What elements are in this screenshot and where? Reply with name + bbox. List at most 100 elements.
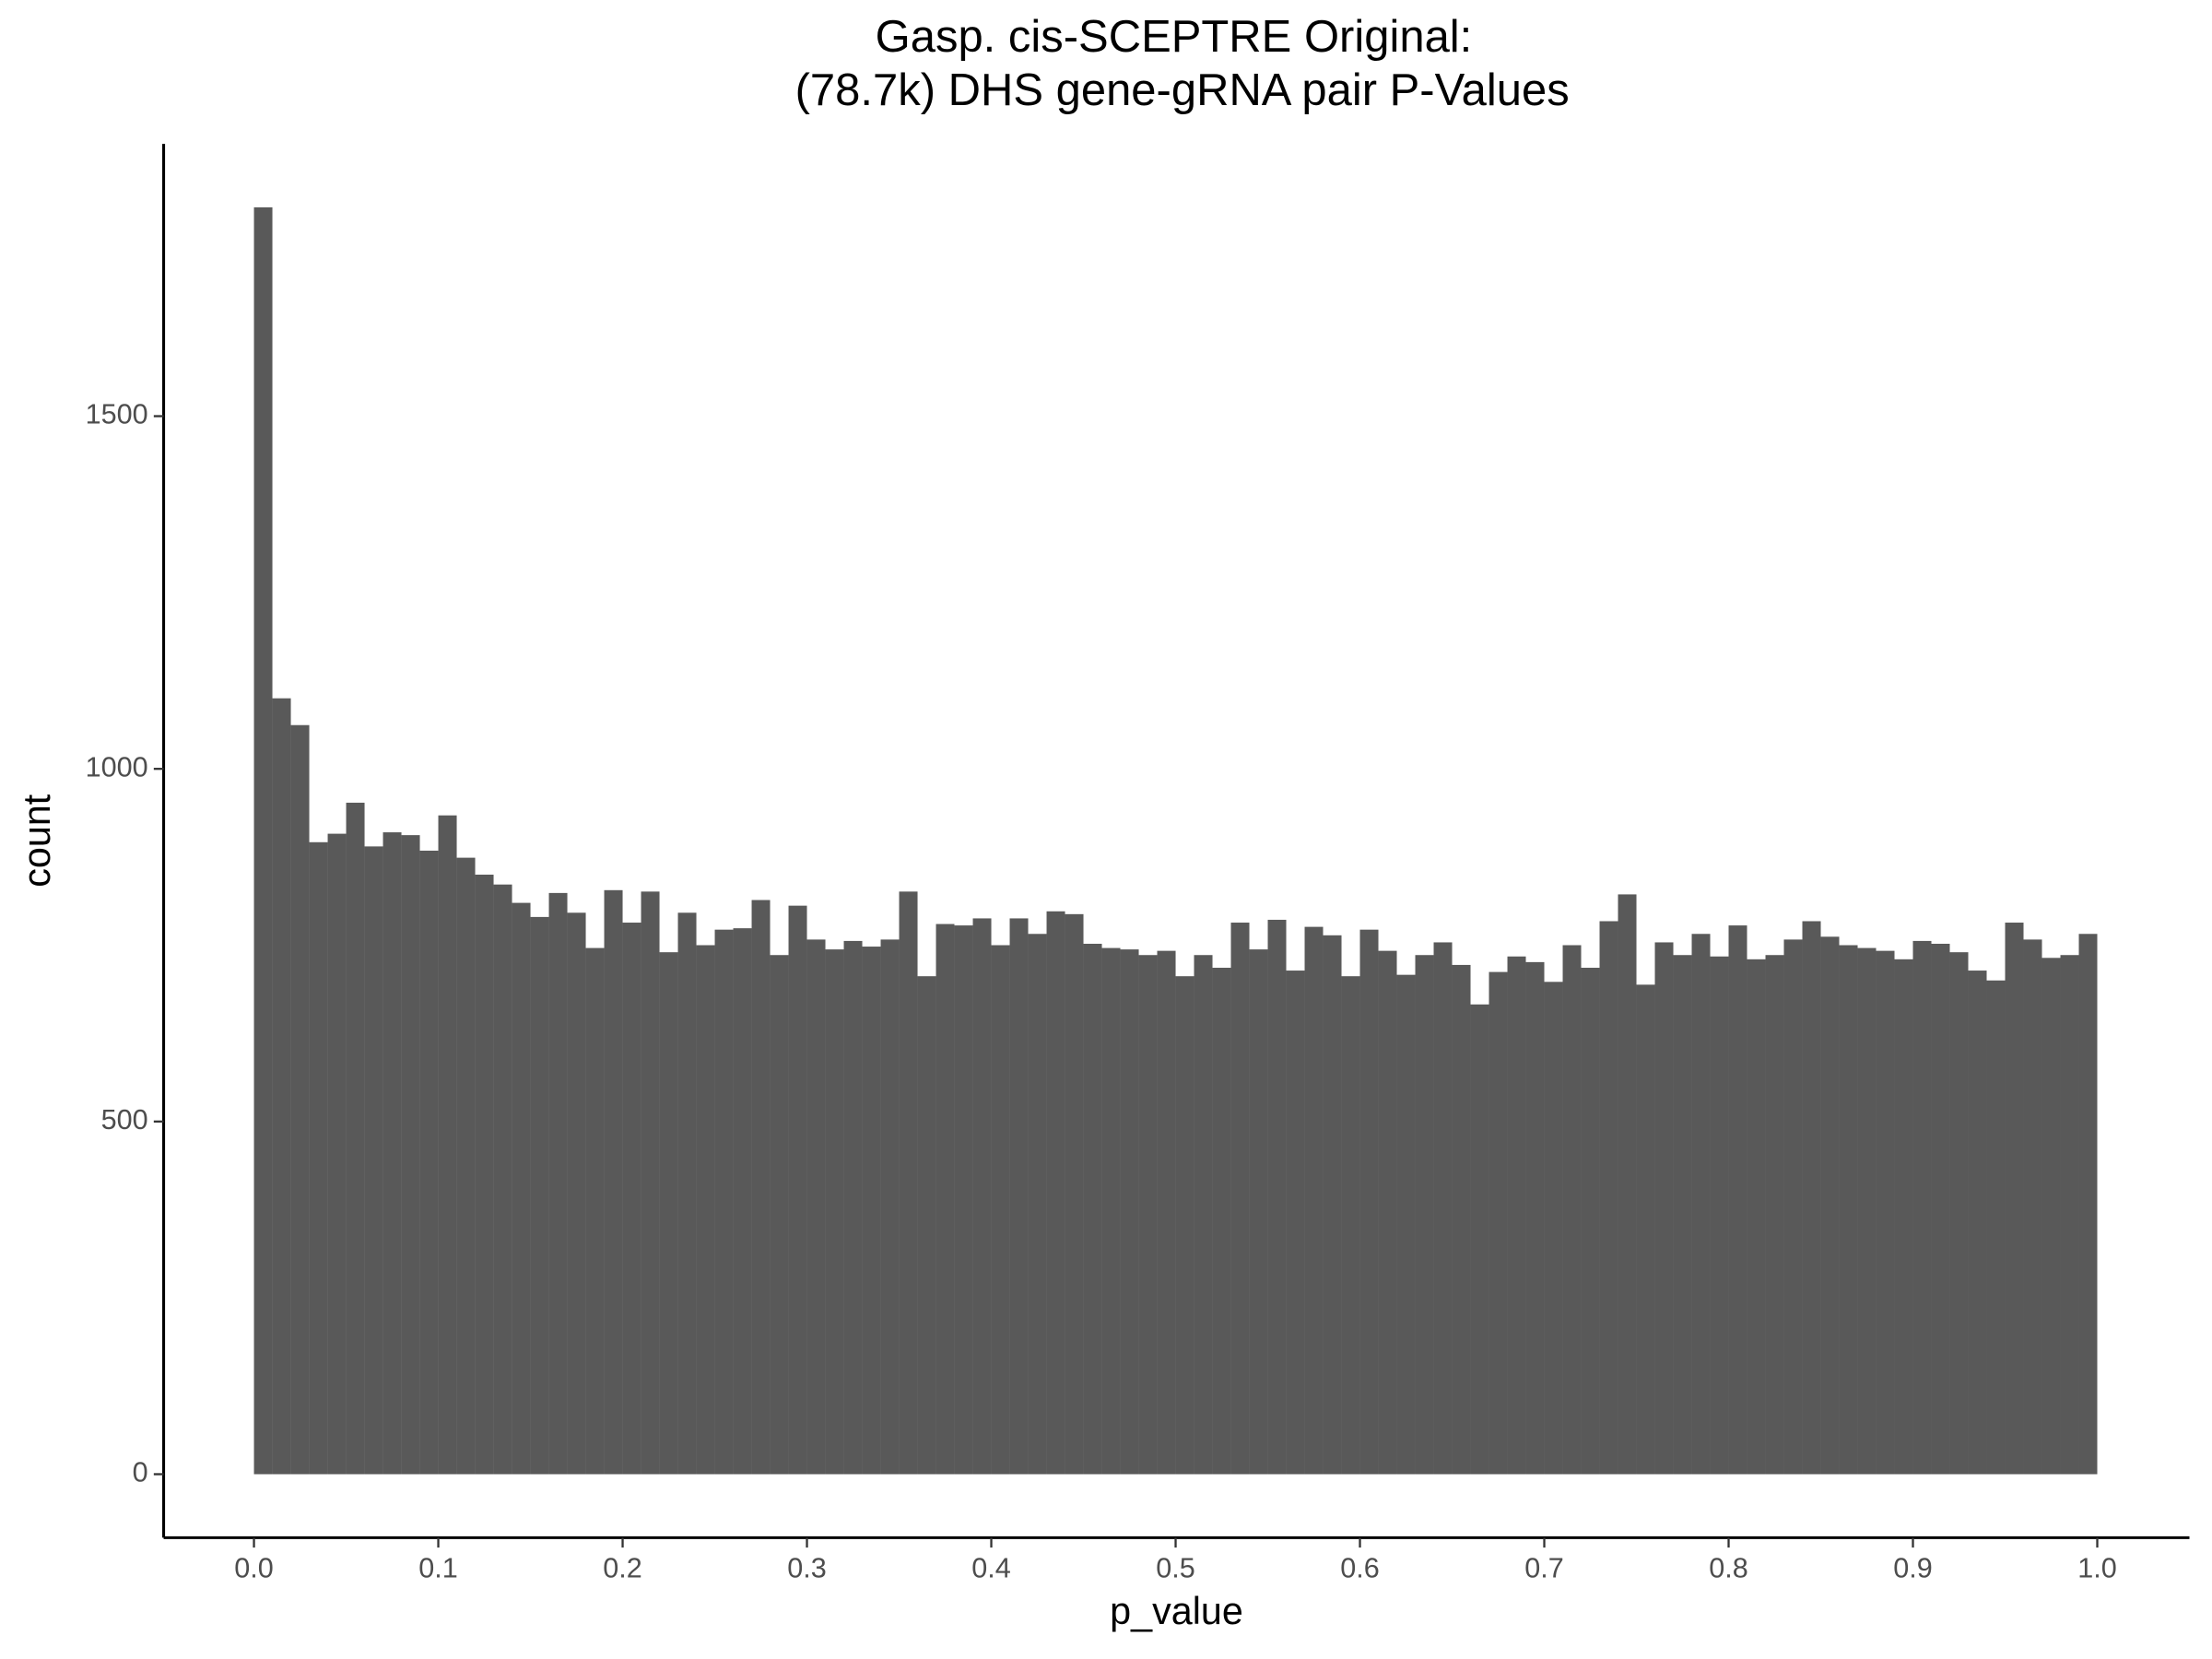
bar — [1009, 918, 1029, 1475]
bar — [714, 929, 734, 1475]
bar — [972, 918, 992, 1475]
bar — [1581, 968, 1600, 1475]
bar — [1212, 968, 1231, 1475]
bar — [1710, 956, 1729, 1475]
bar — [1636, 984, 1655, 1475]
bar — [1267, 919, 1287, 1475]
x-tick-label: 0.6 — [1340, 1553, 1380, 1584]
bar — [1415, 955, 1434, 1475]
bar — [1175, 976, 1194, 1475]
bar — [1341, 976, 1360, 1475]
bar — [1046, 911, 1065, 1475]
bar — [567, 912, 586, 1475]
x-tick-label: 0.1 — [418, 1553, 458, 1584]
bar — [880, 939, 900, 1475]
bar — [1857, 947, 1877, 1475]
bar — [622, 923, 641, 1475]
bar — [1949, 952, 1969, 1475]
bar — [475, 874, 494, 1475]
bar — [1747, 959, 1766, 1475]
x-tick-label: 0.5 — [1156, 1553, 1195, 1584]
bar — [346, 802, 365, 1475]
bar — [1359, 929, 1379, 1475]
bar — [935, 924, 955, 1475]
y-tick-label: 1000 — [86, 751, 148, 782]
bar — [1986, 980, 2006, 1475]
bar — [825, 949, 844, 1475]
bar — [1433, 942, 1453, 1475]
bar — [899, 891, 918, 1475]
bar — [1396, 974, 1416, 1475]
bar — [1562, 945, 1582, 1475]
x-tick-label: 0.4 — [971, 1553, 1011, 1584]
y-axis-title: count — [16, 794, 58, 888]
bar — [382, 832, 402, 1475]
bar — [770, 955, 789, 1475]
bar — [843, 940, 863, 1475]
bar — [530, 916, 549, 1475]
bar — [991, 945, 1010, 1475]
x-tick-label: 0.0 — [234, 1553, 274, 1584]
bar — [659, 952, 678, 1475]
bar — [1673, 955, 1692, 1475]
bar — [1728, 925, 1747, 1475]
chart-title: Gasp. cis-SCEPTRE Original: — [876, 12, 1473, 62]
bar — [1839, 945, 1858, 1475]
bar — [2078, 934, 2098, 1475]
y-tick-label: 500 — [101, 1104, 148, 1135]
bar — [272, 698, 291, 1475]
bar — [1194, 955, 1213, 1475]
bar — [1912, 940, 1932, 1475]
bar — [585, 947, 605, 1475]
bar — [1507, 956, 1526, 1475]
bar — [604, 889, 623, 1475]
bar — [806, 939, 826, 1475]
bar — [733, 928, 752, 1475]
bar — [419, 850, 439, 1475]
bar — [1599, 921, 1618, 1475]
bar — [456, 857, 476, 1475]
bar — [253, 207, 273, 1475]
bar — [1894, 959, 1913, 1475]
bar — [954, 925, 973, 1475]
bar — [1138, 955, 1158, 1475]
x-tick-label: 0.2 — [603, 1553, 642, 1584]
bar — [1230, 923, 1250, 1475]
bar — [364, 846, 383, 1475]
x-tick-label: 0.7 — [1524, 1553, 1564, 1584]
bar — [493, 884, 512, 1475]
bar — [1765, 955, 1784, 1475]
bar — [677, 912, 697, 1475]
x-tick-label: 0.8 — [1709, 1553, 1748, 1584]
bar — [401, 835, 420, 1475]
bar — [1802, 921, 1821, 1475]
bar — [1157, 950, 1176, 1475]
bar — [438, 815, 457, 1475]
bar — [1968, 971, 1987, 1475]
bar — [1323, 935, 1342, 1475]
x-tick-label: 0.3 — [787, 1553, 827, 1584]
bar — [2023, 939, 2042, 1475]
bar — [1378, 950, 1397, 1475]
bar — [2005, 923, 2024, 1475]
bar — [1876, 950, 1895, 1475]
bar — [1249, 949, 1268, 1475]
bar — [862, 947, 881, 1475]
bar — [1783, 939, 1803, 1475]
bar — [1820, 936, 1840, 1475]
chart-title: (78.7k) DHS gene-gRNA pair P-Values — [795, 65, 1570, 115]
bar — [917, 976, 936, 1475]
bar — [1470, 1004, 1489, 1475]
bar — [1120, 949, 1139, 1475]
bar — [1101, 947, 1121, 1475]
bar — [1488, 971, 1508, 1475]
bar — [548, 892, 568, 1475]
bar — [1931, 943, 1950, 1475]
bar — [2041, 958, 2061, 1475]
bar — [641, 891, 660, 1475]
bar — [1525, 961, 1545, 1475]
bar — [2060, 955, 2079, 1475]
bar — [1691, 934, 1711, 1475]
